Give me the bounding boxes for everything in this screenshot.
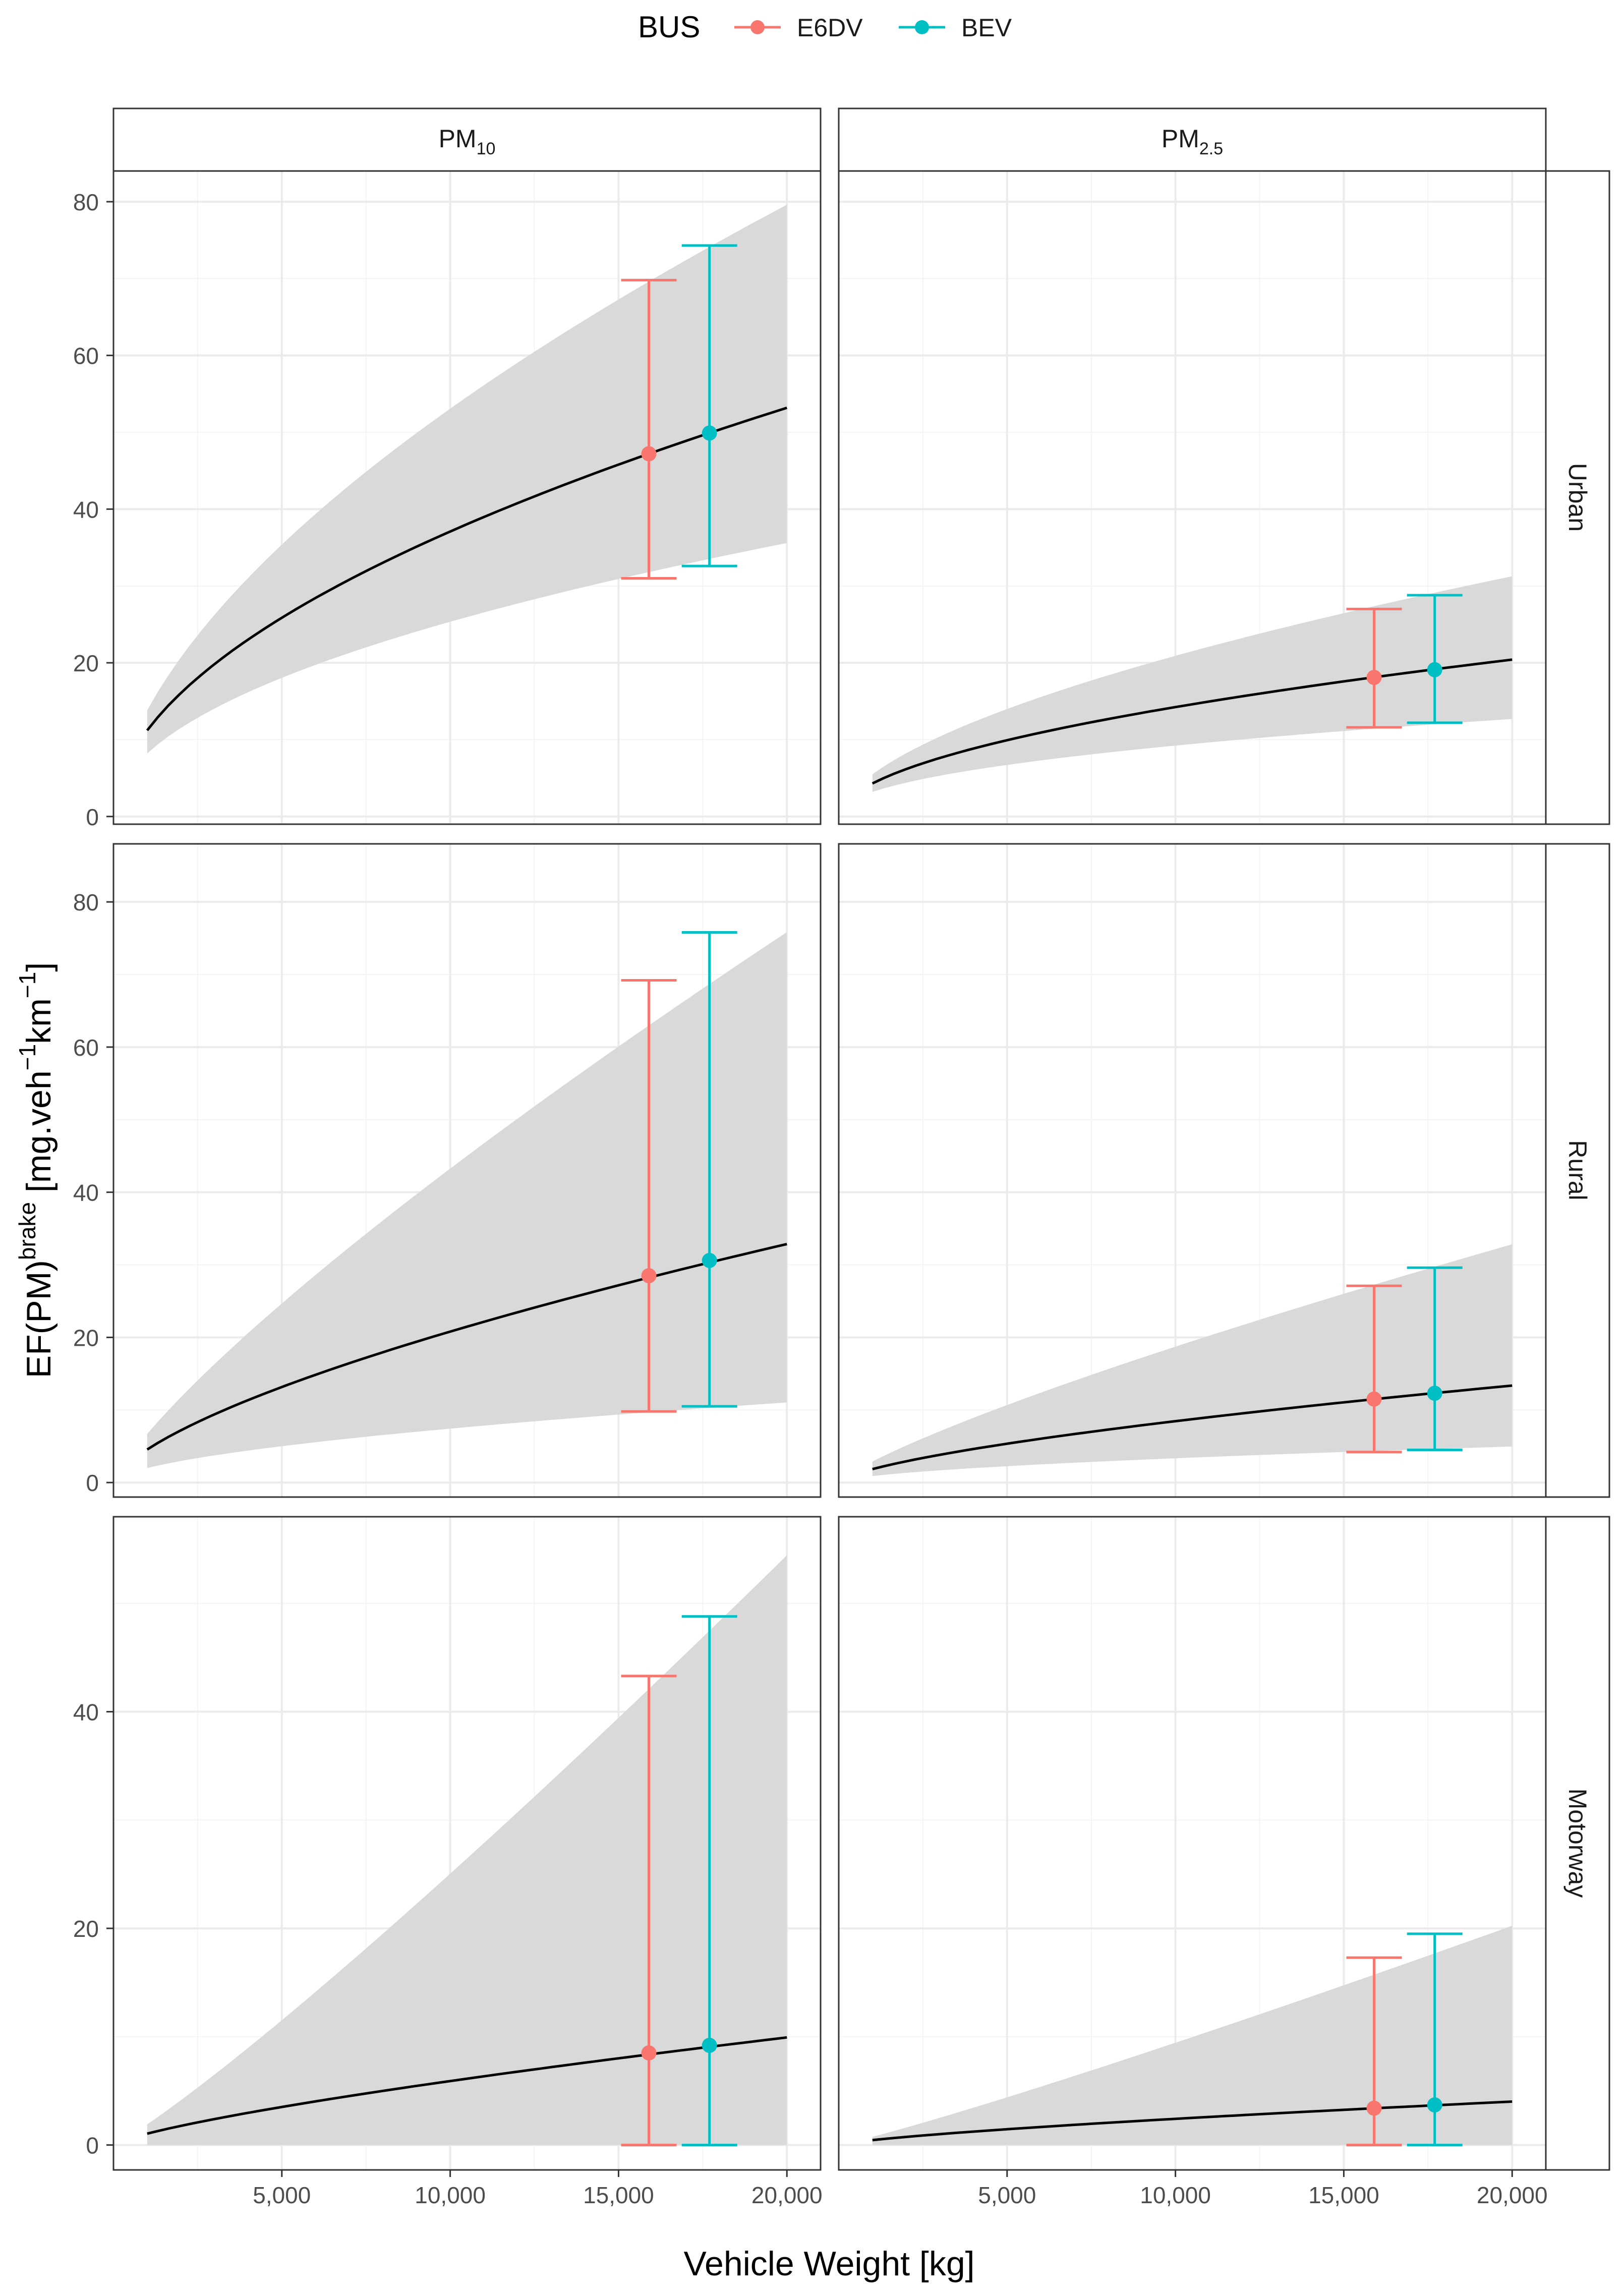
y-tick-label: 80	[73, 889, 99, 915]
point-e6dv	[641, 2045, 657, 2061]
panel-border	[112, 1516, 822, 2171]
strip-background	[112, 107, 822, 172]
x-tick-label: 20,000	[751, 2182, 823, 2208]
strip-label-rural: Rural	[1563, 1140, 1592, 1200]
strip-label-urban: Urban	[1563, 463, 1592, 532]
point-e6dv	[641, 1268, 657, 1284]
row-strip-rural: Rural	[1545, 843, 1610, 1498]
x-tick-label: 10,000	[1140, 2182, 1211, 2208]
strip-background	[1545, 843, 1610, 1498]
confidence-band	[872, 1925, 1513, 2145]
panel-motorway-pm10	[112, 1516, 822, 2171]
point-e6dv	[1366, 1391, 1382, 1407]
point-e6dv	[1366, 2100, 1382, 2116]
errorbar-e6dv	[1346, 607, 1402, 729]
y-tick-label: 60	[73, 343, 99, 369]
y-tick-label: 0	[86, 804, 99, 830]
fit-line	[872, 2100, 1513, 2142]
column-strip-pm25: PM2.5	[838, 107, 1547, 172]
x-tick-label: 5,000	[253, 2182, 311, 2208]
errorbar-e6dv	[621, 278, 677, 580]
strip-background	[838, 107, 1547, 172]
y-tick-label: 20	[73, 1325, 99, 1351]
point-bev	[702, 2038, 717, 2053]
panels: 0 20 40 60 80 0 20 40 60 80 0 20 40 5,000 10,000 15,000…	[73, 170, 1548, 2208]
errorbar-e6dv	[1346, 1956, 1402, 2147]
x-tick-label: 5,000	[978, 2182, 1036, 2208]
panel-border	[112, 843, 822, 1498]
point-bev	[1427, 1386, 1442, 1401]
x-tick-label: 15,000	[1308, 2182, 1379, 2208]
column-strip-pm10: PM10	[112, 107, 822, 172]
point-bev	[1427, 2097, 1442, 2113]
strip-label-motorway: Motorway	[1563, 1789, 1592, 1898]
panel-rural-pm10	[112, 843, 822, 1498]
y-tick-label: 20	[73, 1916, 99, 1942]
row-strip-urban: Urban	[1545, 170, 1610, 825]
errorbar-bev	[1407, 594, 1463, 724]
x-axis-title: Vehicle Weight [kg]	[683, 2245, 974, 2283]
row-strip-motorway: Motorway	[1545, 1516, 1610, 2171]
errorbar-bev	[1407, 1932, 1463, 2147]
confidence-band	[147, 204, 787, 754]
fit-line	[147, 2036, 787, 2135]
point-e6dv	[641, 446, 657, 462]
y-tick-label: 60	[73, 1035, 99, 1061]
x-tick-label: 10,000	[415, 2182, 486, 2208]
errorbar-e6dv	[1346, 1284, 1402, 1454]
errorbar-e6dv	[621, 979, 677, 1413]
y-tick-label: 40	[73, 496, 99, 523]
errorbar-bev	[1407, 1266, 1463, 1451]
errorbar-bev	[681, 244, 737, 567]
legend: BUS E6DV BEV	[638, 10, 1012, 44]
confidence-band	[147, 932, 787, 1468]
legend-key-point	[750, 20, 765, 34]
panel-border	[838, 1516, 1547, 2171]
legend-title: BUS	[638, 10, 700, 44]
panel-rural-pm25	[838, 843, 1547, 1498]
strip-background	[1545, 170, 1610, 825]
y-tick-label: 40	[73, 1180, 99, 1206]
fit-line	[146, 407, 787, 731]
legend-item-bev: BEV	[899, 14, 1012, 42]
confidence-band	[872, 1244, 1513, 1476]
point-bev	[702, 1252, 717, 1268]
strip-label-pm25: PM2.5	[1162, 125, 1223, 158]
strip-label-pm10: PM10	[439, 125, 496, 158]
panel-urban-pm25	[838, 170, 1547, 825]
panel-border	[838, 170, 1547, 825]
point-e6dv	[1366, 670, 1382, 685]
fit-line	[872, 658, 1513, 785]
legend-item-e6dv: E6DV	[734, 14, 863, 42]
confidence-band	[872, 576, 1513, 792]
panel-urban-pm10	[112, 170, 822, 825]
panel-border	[112, 170, 822, 825]
y-tick-label: 40	[73, 1699, 99, 1726]
errorbar-e6dv	[621, 1675, 677, 2147]
y-tick-label: 0	[86, 2133, 99, 2159]
panel-motorway-pm25	[838, 1516, 1547, 2171]
y-tick-label: 20	[73, 650, 99, 676]
errorbar-bev	[681, 931, 737, 1408]
panel-border	[838, 843, 1547, 1498]
x-tick-label: 20,000	[1477, 2182, 1548, 2208]
confidence-band	[147, 1555, 787, 2145]
legend-label-bev: BEV	[961, 14, 1012, 42]
legend-key-point	[915, 20, 929, 34]
errorbar-bev	[681, 1615, 737, 2147]
fit-line	[146, 1242, 787, 1451]
point-bev	[702, 425, 717, 441]
y-axis-title: EF(PM)brake [mg.veh−1km−1]	[14, 962, 58, 1379]
x-tick-label: 15,000	[583, 2182, 654, 2208]
y-tick-label: 80	[73, 189, 99, 215]
legend-label-e6dv: E6DV	[797, 14, 863, 42]
fit-line	[872, 1384, 1513, 1471]
strip-background	[1545, 1516, 1610, 2171]
y-tick-label: 0	[86, 1470, 99, 1496]
point-bev	[1427, 662, 1442, 677]
